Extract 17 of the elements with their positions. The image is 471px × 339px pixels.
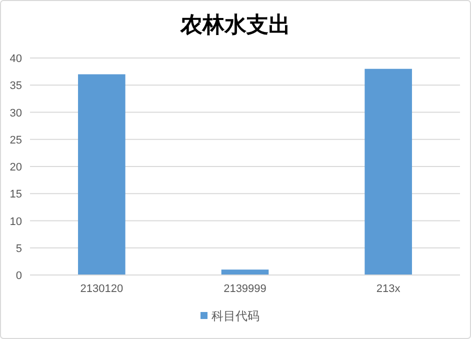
y-tick-label: 25 <box>10 134 22 146</box>
legend-label: 科目代码 <box>212 309 260 323</box>
bar <box>78 74 126 275</box>
y-tick-label: 35 <box>10 80 22 92</box>
y-tick-label: 30 <box>10 107 22 120</box>
x-tick-label: 2139999 <box>224 283 266 295</box>
bar <box>221 270 269 275</box>
bar <box>364 68 412 275</box>
x-tick-label: 2130120 <box>80 283 124 295</box>
y-tick-label: 5 <box>16 242 22 255</box>
y-tick-label: 15 <box>10 188 22 201</box>
y-tick-label: 40 <box>10 53 22 65</box>
x-tick-label: 213x <box>376 283 401 295</box>
chart-title: 农林水支出 <box>180 12 290 37</box>
y-tick-label: 20 <box>10 162 22 174</box>
y-tick-label: 0 <box>16 270 22 282</box>
y-tick-label: 10 <box>10 216 22 228</box>
